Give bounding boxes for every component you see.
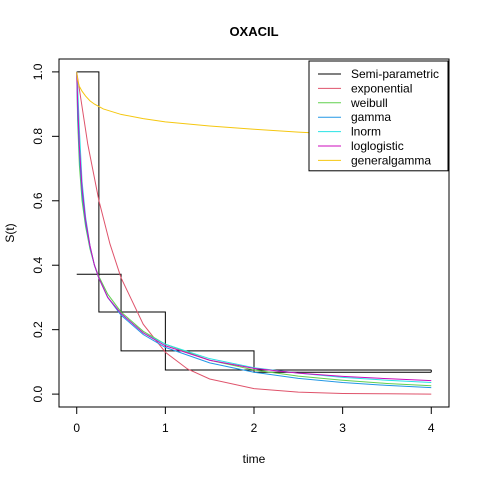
legend-label-weibull: weibull — [350, 96, 388, 110]
x-tick-label: 0 — [73, 421, 80, 435]
legend-label-gamma: gamma — [351, 110, 391, 124]
x-tick-label: 3 — [339, 421, 346, 435]
x-tick-label: 4 — [428, 421, 435, 435]
series-exponential — [76, 71, 432, 395]
series-semi-parametric-upper — [76, 71, 432, 371]
x-tick-label: 2 — [251, 421, 258, 435]
series-semi-parametric-lower — [76, 273, 432, 373]
legend-label-exponential: exponential — [351, 81, 412, 95]
series-loglogistic — [76, 71, 432, 382]
legend-box — [308, 60, 449, 172]
legend-label-lnorm: lnorm — [351, 125, 381, 139]
y-axis: 0.0 0.2 0.4 0.6 0.8 1.0 — [31, 63, 60, 402]
y-tick-label: 1.0 — [31, 63, 45, 80]
y-axis-label: S(t) — [3, 223, 17, 242]
x-axis-label: time — [243, 452, 266, 466]
y-tick-label: 0.4 — [31, 257, 45, 274]
y-tick-label: 0.2 — [31, 321, 45, 338]
series-generalgamma — [76, 71, 339, 135]
series-weibull — [76, 71, 432, 387]
x-axis: 0 1 2 3 4 — [73, 406, 435, 435]
legend-label-generalgamma: generalgamma — [351, 153, 431, 167]
legend-label-loglogistic: loglogistic — [351, 139, 404, 153]
y-tick-label: 0.6 — [31, 192, 45, 209]
legend-label-semi-parametric: Semi-parametric — [351, 67, 439, 81]
chart-title: OXACIL — [229, 24, 278, 39]
y-tick-label: 0.8 — [31, 128, 45, 145]
legend: Semi-parametricexponentialweibullgammaln… — [308, 60, 449, 172]
y-tick-label: 0.0 — [31, 385, 45, 402]
x-tick-label: 1 — [162, 421, 169, 435]
